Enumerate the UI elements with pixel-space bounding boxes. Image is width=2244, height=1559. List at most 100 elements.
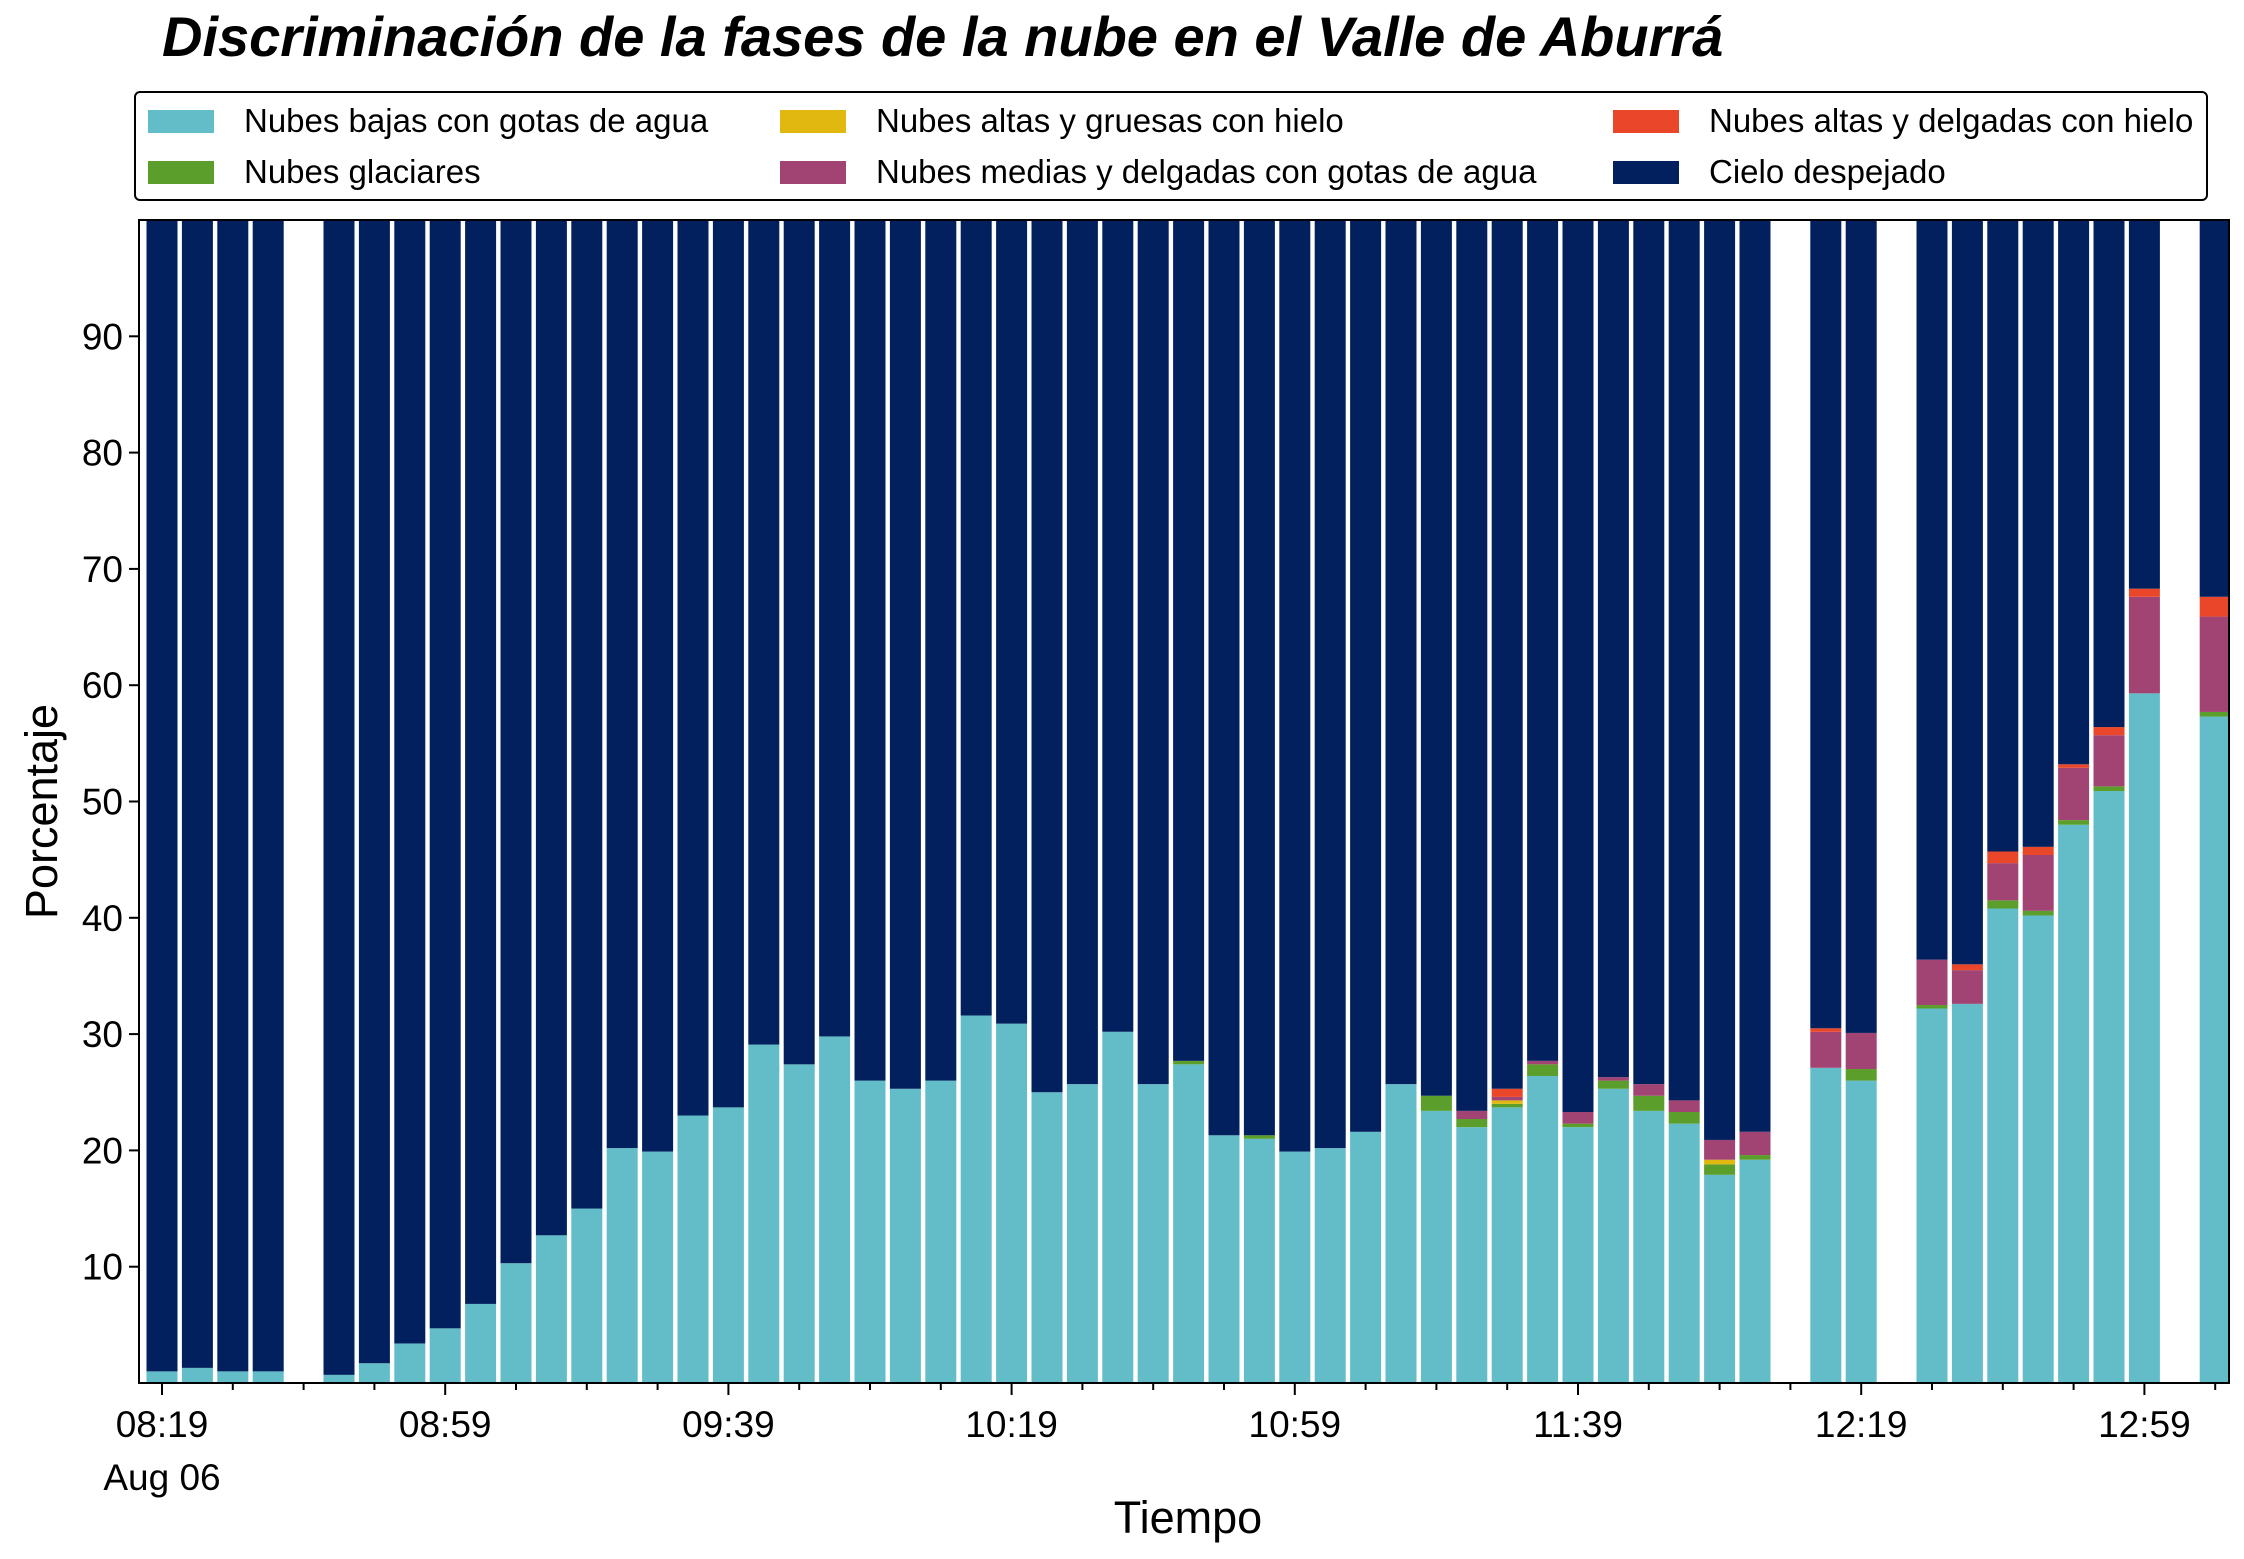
bar-segment-low	[146, 1371, 178, 1383]
bar-segment-thin-ice	[1491, 1088, 1523, 1097]
legend-item: Cielo despejado	[1613, 153, 1946, 190]
bar-segment-low	[1420, 1110, 1452, 1383]
bar-segment-glacial	[1704, 1164, 1736, 1175]
bar-segment-clear	[1066, 220, 1098, 1085]
bar-segment-low	[323, 1374, 355, 1383]
bar-segment-glacial	[2022, 910, 2054, 916]
x-tick-label: 10:59	[1249, 1404, 1342, 1445]
bar-segment-low	[1810, 1067, 1842, 1383]
bar-segment-mid-water	[1951, 970, 1983, 1004]
x-tick-label: 11:39	[1533, 1404, 1623, 1445]
bar-segment-clear	[748, 220, 780, 1045]
legend-item: Nubes glaciares	[148, 153, 481, 190]
bar-segment-thick-ice	[1491, 1100, 1523, 1104]
bar-segment-mid-water	[2022, 854, 2054, 911]
bar-segment-thin-ice	[2128, 588, 2160, 597]
bar-segment-mid-water	[1668, 1100, 1700, 1113]
bar-segment-mid-water	[1987, 863, 2019, 901]
y-tick-label: 60	[82, 665, 123, 706]
bar-segment-clear	[181, 220, 213, 1368]
bar-segment-clear	[571, 220, 603, 1209]
bar-segment-low	[960, 1015, 992, 1383]
bar-segment-clear	[1279, 220, 1311, 1152]
bar-segment-glacial	[1491, 1103, 1523, 1108]
bar-segment-low	[1562, 1127, 1594, 1383]
x-axis-title: Tiempo	[1114, 1492, 1262, 1543]
bar-segment-clear	[1314, 220, 1346, 1149]
bar-segment-low	[925, 1080, 957, 1383]
bar-segment-clear	[535, 220, 567, 1236]
bar-segment-mid-water	[1456, 1110, 1488, 1119]
bar-segment-low	[712, 1107, 744, 1383]
bar-segment-low	[500, 1263, 532, 1383]
bar-segment-clear	[217, 220, 249, 1372]
bar-segment-clear	[2128, 220, 2160, 589]
bar-segment-clear	[1137, 220, 1169, 1085]
bar-segment-clear	[394, 220, 426, 1344]
bar-segment-glacial	[1527, 1064, 1559, 1076]
bar-segment-clear	[642, 220, 674, 1152]
bar-segment-mid-water	[2199, 616, 2229, 712]
bar-segment-low	[1456, 1127, 1488, 1383]
x-tick-date-label: Aug 06	[103, 1457, 220, 1498]
bar-segment-clear	[323, 220, 355, 1375]
bar-segment-low	[748, 1044, 780, 1383]
bar-segment-low	[677, 1115, 709, 1383]
bar-segment-thin-ice	[2199, 596, 2229, 617]
bar-segment-low	[535, 1235, 567, 1383]
bar-segment-low	[1066, 1084, 1098, 1383]
bar-segment-clear	[889, 220, 921, 1089]
bar-segment-low	[2022, 915, 2054, 1383]
bar-segment-thin-ice	[1951, 964, 1983, 971]
bar-segment-clear	[252, 220, 284, 1372]
bar-segment-glacial	[2093, 786, 2125, 792]
bar-segment-low	[1031, 1092, 1063, 1383]
bar-segment-clear	[1350, 220, 1382, 1132]
bar-segment-low	[1102, 1031, 1134, 1383]
legend-item: Nubes bajas con gotas de agua	[148, 102, 708, 139]
bar-segment-low	[1385, 1084, 1417, 1383]
bar-segment-mid-water	[1845, 1032, 1877, 1069]
bar-segment-low	[2199, 716, 2229, 1383]
bar-segment-glacial	[1633, 1095, 1665, 1111]
y-tick-label: 70	[82, 549, 123, 590]
bar-segment-clear	[1208, 220, 1240, 1136]
bar-segment-clear	[2199, 220, 2229, 597]
bar-segment-clear	[1491, 220, 1523, 1089]
bar-segment-low	[1279, 1151, 1311, 1383]
y-tick-label: 80	[82, 433, 123, 474]
bar-segment-low	[571, 1208, 603, 1383]
bar-segment-thin-ice	[1987, 851, 2019, 864]
bar-segment-clear	[783, 220, 815, 1065]
legend-label: Nubes glaciares	[244, 153, 481, 190]
bar-segment-low	[1633, 1110, 1665, 1383]
bar-segment-clear	[1173, 220, 1205, 1061]
bar-segment-clear	[677, 220, 709, 1116]
bar-segment-low	[429, 1328, 461, 1383]
y-tick-label: 50	[82, 782, 123, 823]
bar-segment-low	[1739, 1159, 1771, 1383]
bar-segment-mid-water	[1810, 1031, 1842, 1068]
legend-label: Nubes medias y delgadas con gotas de agu…	[876, 153, 1537, 190]
bar-segment-thin-ice	[1810, 1028, 1842, 1032]
bar-segment-thin-ice	[2022, 846, 2054, 855]
bar-segment-low	[1314, 1148, 1346, 1383]
bar-segment-low	[783, 1064, 815, 1383]
y-tick-label: 20	[82, 1130, 123, 1171]
y-tick-label: 90	[82, 316, 123, 357]
bar-segment-clear	[1031, 220, 1063, 1093]
bar-segment-clear	[358, 220, 390, 1364]
bar-segment-low	[642, 1151, 674, 1383]
bar-segment-glacial	[1668, 1112, 1700, 1124]
bar-segment-glacial	[1845, 1068, 1877, 1081]
bar-segment-low	[1137, 1084, 1169, 1383]
bar-segment-low	[1208, 1135, 1240, 1383]
legend-swatch	[780, 109, 846, 133]
bar-segment-clear	[1951, 220, 1983, 965]
legend-item: Nubes altas y gruesas con hielo	[780, 102, 1344, 139]
bar-segment-glacial	[2199, 711, 2229, 717]
bar-segment-low	[1845, 1080, 1877, 1383]
legend-swatch	[780, 160, 846, 184]
bar-segment-thin-ice	[2058, 764, 2090, 768]
legend-label: Cielo despejado	[1709, 153, 1946, 190]
